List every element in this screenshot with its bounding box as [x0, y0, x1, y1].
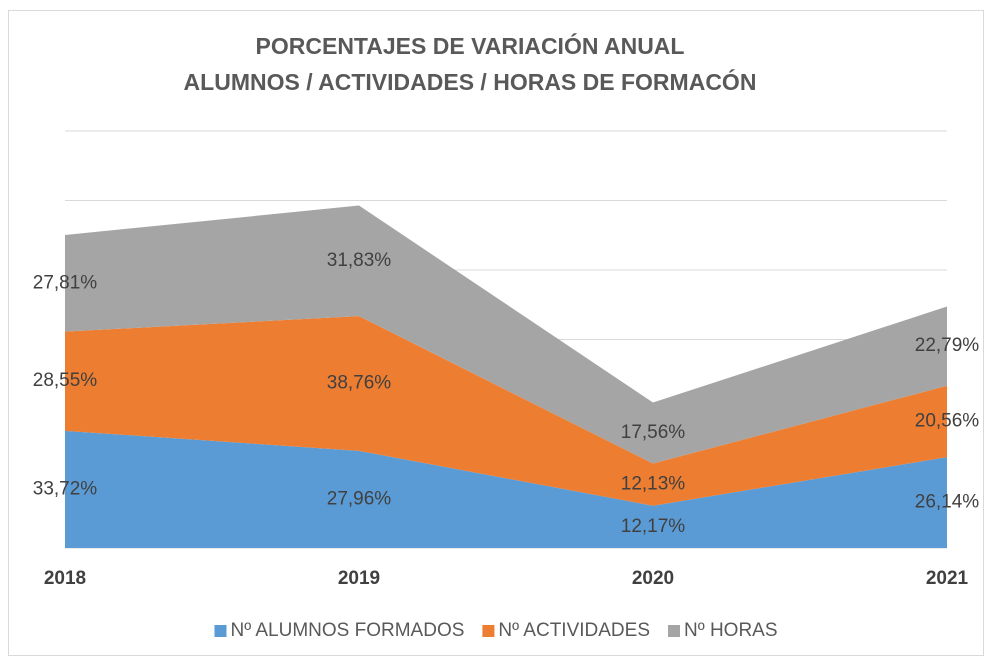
data-label: 27,96%: [327, 488, 392, 509]
legend-item: Nº HORAS: [668, 620, 778, 641]
legend-label: Nº ALUMNOS FORMADOS: [230, 620, 464, 641]
legend-swatch: [214, 625, 227, 637]
data-label: 12,13%: [621, 474, 686, 495]
chart-title: PORCENTAJES DE VARIACIÓN ANUAL: [256, 32, 685, 59]
legend-label: Nº HORAS: [684, 620, 778, 641]
area: [65, 430, 947, 548]
data-label: 20,56%: [915, 410, 980, 431]
legend-item: Nº ALUMNOS FORMADOS: [214, 620, 464, 641]
area: [65, 316, 947, 506]
x-tick-label: 2019: [338, 568, 380, 589]
chart-title: ALUMNOS / ACTIVIDADES / HORAS DE FORMACÓ…: [184, 68, 757, 95]
legend-label: Nº ACTIVIDADES: [498, 620, 650, 641]
x-tick-label: 2021: [926, 568, 969, 589]
data-label: 27,81%: [33, 272, 98, 293]
data-label: 28,55%: [33, 370, 98, 391]
data-label: 22,79%: [915, 335, 980, 356]
legend-swatch: [668, 625, 680, 637]
data-label: 17,56%: [621, 422, 686, 443]
x-tick-label: 2020: [632, 568, 674, 589]
data-label: 26,14%: [915, 492, 980, 513]
data-label: 38,76%: [327, 373, 392, 394]
x-tick-label: 2018: [44, 568, 86, 589]
legend-item: Nº ACTIVIDADES: [482, 620, 650, 641]
data-label: 12,17%: [621, 516, 686, 537]
data-label: 33,72%: [33, 478, 98, 499]
area: [65, 205, 947, 464]
legend-swatch: [482, 625, 495, 637]
data-label: 31,83%: [327, 250, 392, 271]
